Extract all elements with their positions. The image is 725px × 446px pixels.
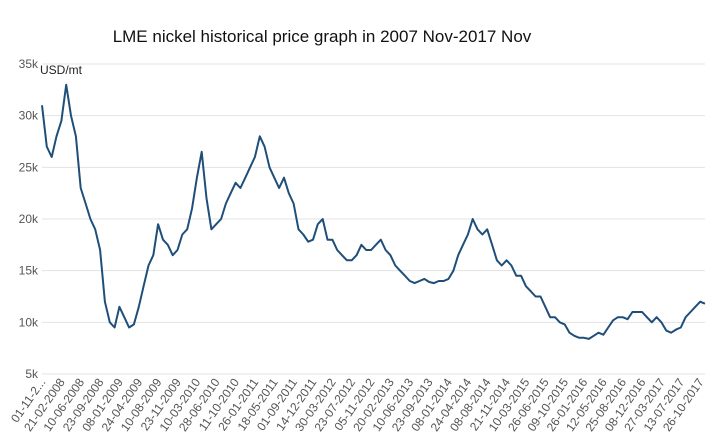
y-axis-label: USD/mt bbox=[40, 63, 83, 77]
y-tick-label: 15k bbox=[19, 264, 39, 278]
price-line bbox=[41, 83, 706, 340]
y-tick-label: 30k bbox=[19, 109, 39, 123]
y-tick-label: 35k bbox=[19, 57, 39, 71]
y-tick-label: 10k bbox=[19, 315, 39, 329]
y-tick-label: 5k bbox=[25, 367, 39, 381]
y-tick-label: 25k bbox=[19, 160, 39, 174]
y-tick-label: 20k bbox=[19, 212, 39, 226]
chart-title: LME nickel historical price graph in 200… bbox=[113, 27, 532, 46]
